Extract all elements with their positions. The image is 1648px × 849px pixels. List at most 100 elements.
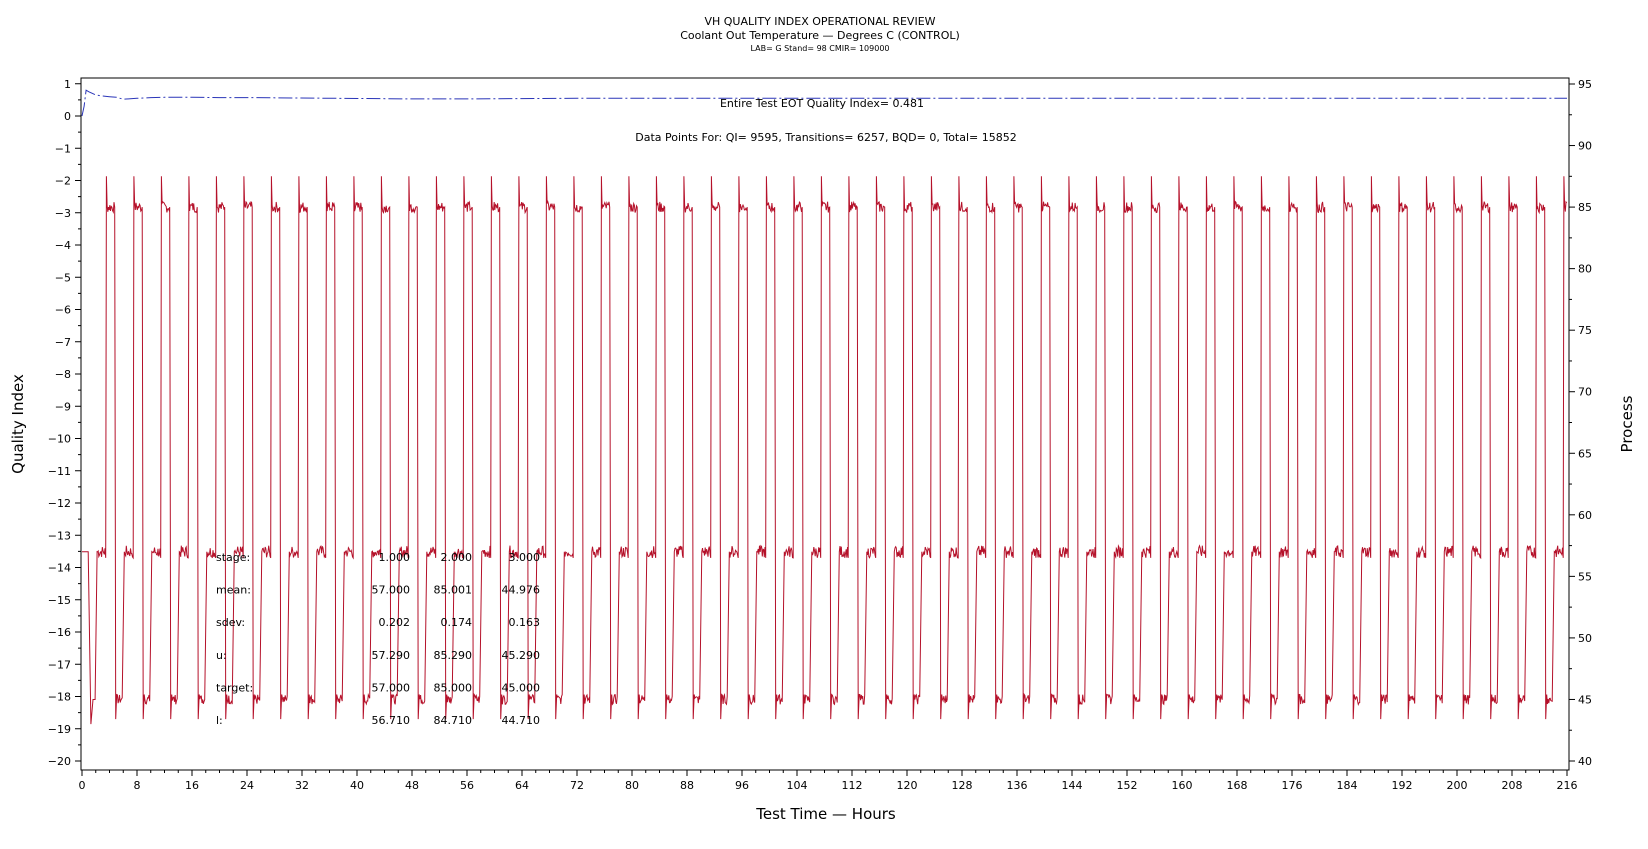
x-tick-label: 192 — [1392, 779, 1413, 792]
stats-row-label: target: — [216, 681, 253, 694]
stats-cell: 85.001 — [434, 584, 473, 597]
x-tick-label: 48 — [405, 779, 419, 792]
stats-cell: 45.290 — [502, 649, 541, 662]
stats-cell: 44.710 — [502, 714, 541, 727]
x-tick-label: 80 — [625, 779, 639, 792]
stats-row-label: stage: — [216, 551, 250, 564]
y-right-tick-label: 80 — [1578, 263, 1592, 276]
stats-cell: 0.202 — [379, 616, 411, 629]
stats-row-label: l: — [216, 714, 223, 727]
stats-cell: 84.710 — [434, 714, 473, 727]
y-left-tick-label: 0 — [64, 110, 71, 123]
x-tick-label: 72 — [570, 779, 584, 792]
y-left-tick-label: −15 — [48, 594, 71, 607]
x-tick-label: 216 — [1557, 779, 1578, 792]
y-right-tick-label: 75 — [1578, 324, 1592, 337]
stats-row-label: u: — [216, 649, 227, 662]
quality-index-note: Entire Test EOT Quality Index= 0.481 — [720, 97, 924, 110]
y-left-axis: 1 0 −1 −2 −3 −4 −5 −6 −7 −8 −9 −10 −11 −12 −13 −14 −15 −1… — [48, 78, 81, 768]
y-left-tick-label: 1 — [64, 78, 71, 91]
x-tick-label: 104 — [787, 779, 808, 792]
y-left-tick-label: −8 — [55, 368, 71, 381]
y-left-tick-label: −10 — [48, 433, 71, 446]
chart-subtitle-ids: LAB= G Stand= 98 CMIR= 109000 — [750, 44, 889, 53]
x-tick-label: 144 — [1062, 779, 1083, 792]
stats-cell: 2.000 — [441, 551, 473, 564]
x-tick-label: 8 — [134, 779, 141, 792]
x-tick-label: 208 — [1502, 779, 1523, 792]
stats-cell: 85.000 — [434, 681, 473, 694]
stats-cell: 45.000 — [502, 681, 541, 694]
y-right-tick-label: 65 — [1578, 447, 1592, 460]
x-tick-label: 40 — [350, 779, 364, 792]
stats-cell: 1.000 — [379, 551, 411, 564]
x-tick-label: 56 — [460, 779, 474, 792]
stats-cell: 44.976 — [502, 584, 541, 597]
y-left-tick-label: −1 — [55, 142, 71, 155]
x-axis: 0 8 16 24 32 40 48 56 64 72 80 88 96 104 112 120 128 136 1… — [79, 770, 1578, 792]
y-right-axis: 95 90 85 80 75 70 65 60 55 50 45 40 — [1569, 78, 1592, 768]
y-left-tick-label: −9 — [55, 400, 71, 413]
y-left-tick-label: −11 — [48, 465, 71, 478]
x-tick-label: 136 — [1007, 779, 1028, 792]
stats-row-label: mean: — [216, 584, 251, 597]
quality-index-series-line — [81, 89, 1567, 117]
y-left-tick-label: −2 — [55, 175, 71, 188]
x-tick-label: 152 — [1117, 779, 1138, 792]
stats-cell: 0.174 — [441, 616, 473, 629]
y-right-tick-label: 50 — [1578, 632, 1592, 645]
stats-cell: 57.000 — [372, 584, 411, 597]
x-tick-label: 168 — [1227, 779, 1248, 792]
x-tick-label: 128 — [952, 779, 973, 792]
y-left-tick-label: −18 — [48, 691, 71, 704]
x-tick-label: 24 — [240, 779, 254, 792]
stats-table: stage: 1.000 2.000 3.000 mean: 57.000 85.001 44… — [216, 551, 540, 727]
y-right-tick-label: 40 — [1578, 755, 1592, 768]
y-right-tick-label: 45 — [1578, 693, 1592, 706]
x-tick-label: 112 — [842, 779, 863, 792]
y-left-tick-label: −12 — [48, 497, 71, 510]
x-tick-label: 160 — [1172, 779, 1193, 792]
x-tick-label: 96 — [735, 779, 749, 792]
stats-row-label: sdev: — [216, 616, 245, 629]
x-tick-label: 32 — [295, 779, 309, 792]
x-tick-label: 120 — [897, 779, 918, 792]
y-left-tick-label: −19 — [48, 723, 71, 736]
chart-subtitle: Coolant Out Temperature — Degrees C (CON… — [680, 29, 960, 42]
y-left-tick-label: −20 — [48, 755, 71, 768]
x-tick-label: 200 — [1447, 779, 1468, 792]
y-left-tick-label: −14 — [48, 562, 71, 575]
chart-titles: VH QUALITY INDEX OPERATIONAL REVIEW Cool… — [680, 15, 960, 53]
y-left-tick-label: −16 — [48, 626, 71, 639]
x-tick-label: 88 — [680, 779, 694, 792]
stats-cell: 0.163 — [509, 616, 541, 629]
x-tick-label: 0 — [79, 779, 86, 792]
y-right-tick-label: 70 — [1578, 386, 1592, 399]
stats-cell: 85.290 — [434, 649, 473, 662]
y-left-tick-label: −7 — [55, 336, 71, 349]
y-left-tick-label: −4 — [55, 239, 71, 252]
series-layer — [81, 89, 1568, 725]
stats-cell: 57.000 — [372, 681, 411, 694]
y-left-tick-label: −5 — [55, 271, 71, 284]
data-points-note: Data Points For: QI= 9595, Transitions= … — [635, 131, 1017, 144]
y-right-tick-label: 95 — [1578, 78, 1592, 91]
stats-cell: 57.290 — [372, 649, 411, 662]
stats-cell: 56.710 — [372, 714, 411, 727]
y-right-tick-label: 55 — [1578, 570, 1592, 583]
x-tick-label: 64 — [515, 779, 529, 792]
y-right-axis-label: Process — [1618, 395, 1636, 452]
plot-frame — [80, 77, 1570, 771]
stats-cell: 3.000 — [509, 551, 541, 564]
y-left-tick-label: −3 — [55, 207, 71, 220]
x-tick-label: 16 — [185, 779, 199, 792]
y-left-axis-label: Quality Index — [9, 374, 27, 474]
x-axis-label: Test Time — Hours — [755, 805, 896, 823]
y-right-tick-label: 60 — [1578, 509, 1592, 522]
process-series-line — [82, 176, 1568, 725]
y-right-tick-label: 85 — [1578, 201, 1592, 214]
y-right-tick-label: 90 — [1578, 140, 1592, 153]
chart-title: VH QUALITY INDEX OPERATIONAL REVIEW — [704, 15, 935, 28]
y-left-tick-label: −17 — [48, 658, 71, 671]
